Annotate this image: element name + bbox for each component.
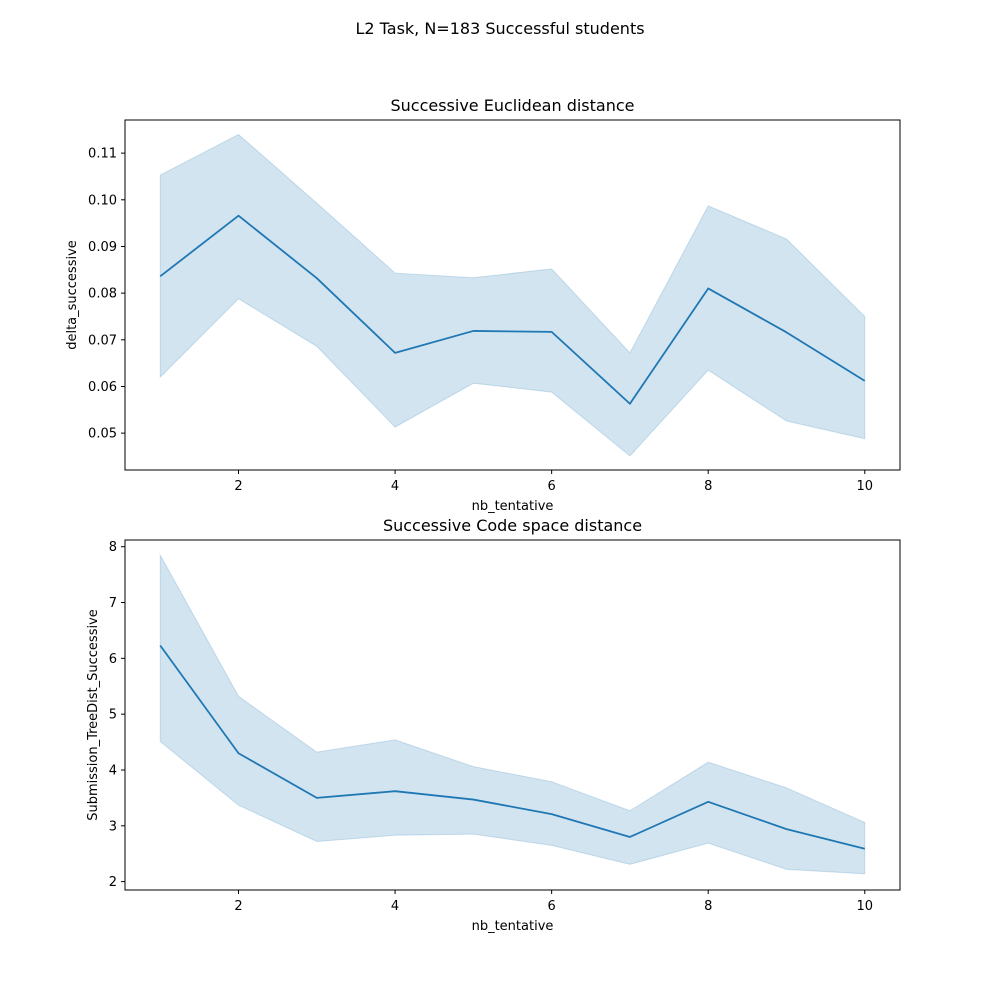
y-tick-label: 0.11 xyxy=(88,147,117,162)
x-tick-label: 4 xyxy=(391,899,399,914)
y-tick-label: 0.05 xyxy=(88,427,117,442)
y-tick-label: 7 xyxy=(109,596,117,611)
x-tick-label: 8 xyxy=(704,899,712,914)
x-axis-label-code-space: nb_tentative xyxy=(472,919,554,934)
x-tick-label: 10 xyxy=(856,899,873,914)
y-tick-label: 0.07 xyxy=(88,333,117,348)
y-axis-label-code-space: Submission_TreeDist_Successive xyxy=(86,609,101,821)
x-tick-label: 10 xyxy=(856,479,873,494)
plot-title-code-space: Successive Code space distance xyxy=(383,516,642,535)
y-tick-label: 3 xyxy=(109,819,117,834)
x-tick-label: 2 xyxy=(234,899,242,914)
plot-title-euclidean: Successive Euclidean distance xyxy=(390,96,634,115)
x-tick-label: 8 xyxy=(704,479,712,494)
y-tick-label: 2 xyxy=(109,875,117,890)
y-tick-label: 8 xyxy=(109,540,117,555)
figure-suptitle: L2 Task, N=183 Successful students xyxy=(355,19,644,38)
y-axis-label-euclidean: delta_successive xyxy=(65,240,80,350)
y-tick-label: 4 xyxy=(109,763,117,778)
x-tick-label: 4 xyxy=(391,479,399,494)
x-tick-label: 6 xyxy=(548,479,556,494)
x-tick-label: 6 xyxy=(548,899,556,914)
y-tick-label: 0.10 xyxy=(88,193,117,208)
y-tick-label: 6 xyxy=(109,652,117,667)
y-tick-label: 5 xyxy=(109,708,117,723)
y-tick-label: 0.08 xyxy=(88,287,117,302)
y-tick-label: 0.09 xyxy=(88,240,117,255)
y-tick-label: 0.06 xyxy=(88,380,117,395)
x-tick-label: 2 xyxy=(234,479,242,494)
x-axis-label-euclidean: nb_tentative xyxy=(472,499,554,514)
